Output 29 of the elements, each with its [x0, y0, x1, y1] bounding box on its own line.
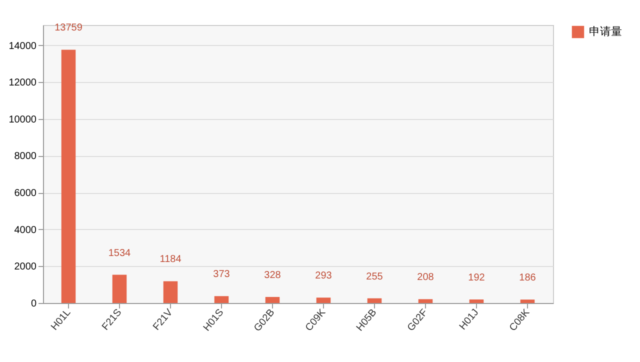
data-label: 13759 — [54, 22, 83, 34]
bar — [418, 299, 433, 303]
bar — [214, 296, 229, 303]
data-label: 186 — [519, 272, 536, 284]
data-label: 192 — [468, 272, 486, 284]
data-label: 208 — [417, 272, 434, 284]
bar — [316, 298, 331, 303]
y-tick-label: 12000 — [8, 78, 37, 89]
bar — [520, 300, 535, 303]
data-label: 1184 — [160, 254, 182, 266]
bar — [112, 274, 127, 303]
data-label: 293 — [315, 270, 332, 282]
y-tick-label: 2000 — [14, 262, 37, 273]
data-label: 328 — [264, 270, 282, 281]
y-tick-label: 10000 — [8, 114, 37, 126]
y-tick-label: 8000 — [14, 151, 37, 162]
data-label: 255 — [366, 271, 384, 282]
bar — [163, 281, 178, 303]
y-tick-label: 0 — [30, 298, 37, 310]
y-tick-label: 14000 — [8, 40, 37, 52]
bar — [469, 299, 484, 303]
data-label: 1534 — [108, 248, 132, 259]
data-label: 373 — [213, 269, 230, 280]
bar — [265, 296, 280, 303]
legend-label: 申请量 — [589, 25, 622, 38]
bar — [367, 298, 382, 303]
y-tick-label: 4000 — [14, 224, 37, 236]
y-tick-label: 6000 — [14, 188, 37, 200]
bar — [61, 50, 76, 303]
